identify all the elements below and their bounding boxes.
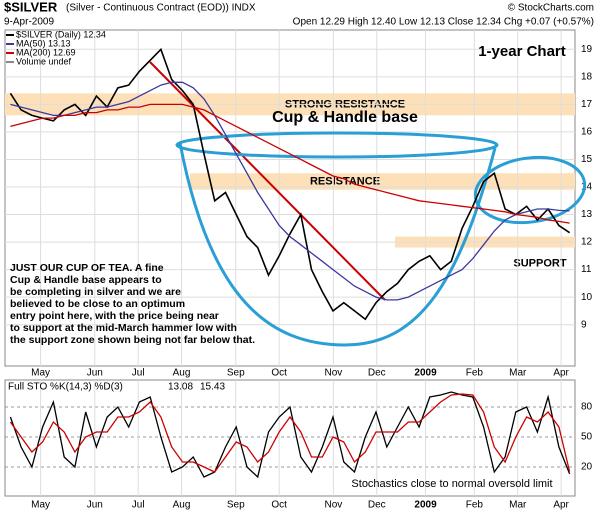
trend-line xyxy=(149,61,386,301)
y-tick-label: 17 xyxy=(581,99,593,110)
x-tick-label: Nov xyxy=(324,368,342,379)
x-tick-label: Feb xyxy=(466,368,484,379)
description: (Silver - Continuous Contract (EOD)) IND… xyxy=(66,3,256,14)
pattern-label: Cup & Handle base xyxy=(272,109,418,126)
x-tick-label: Dec xyxy=(368,500,386,511)
legend-entry: MA(200) 12.69 xyxy=(16,47,76,57)
series-line xyxy=(10,81,570,301)
series-line xyxy=(9,391,571,479)
legend-entry: MA(50) 13.13 xyxy=(16,38,71,48)
zone-label: SUPPORT xyxy=(513,257,566,269)
ohlc: Open 12.29 High 12.40 Low 12.13 Close 12… xyxy=(293,17,594,28)
x-tick-label: Oct xyxy=(271,500,287,511)
comment-line: believed to be close to an optimum xyxy=(10,298,185,310)
x-tick-label: Mar xyxy=(509,500,527,511)
x-tick-label: Jul xyxy=(132,500,145,511)
stoch-k-reading: 13.08 xyxy=(168,382,193,393)
period-label: 1-year Chart xyxy=(478,43,566,60)
y-tick-label: 16 xyxy=(581,127,593,138)
series-line xyxy=(10,103,570,224)
copyright: © StockCharts.com xyxy=(508,3,594,14)
y-tick-label: 80 xyxy=(581,402,593,413)
x-tick-label: Nov xyxy=(324,500,342,511)
comment-line: JUST OUR CUP OF TEA. A fine xyxy=(10,262,164,274)
x-tick-label: Aug xyxy=(173,368,191,379)
comment-line: the support zone shown being not far bel… xyxy=(10,334,255,346)
legend-entry: Volume undef xyxy=(16,56,72,66)
x-tick-label: Mar xyxy=(509,368,527,379)
x-tick-label: Sep xyxy=(227,368,245,379)
y-tick-label: 10 xyxy=(581,292,593,303)
x-tick-label: Jun xyxy=(87,368,103,379)
legend-entry: $SILVER (Daily) 12.34 xyxy=(16,29,106,39)
stoch-frame xyxy=(4,379,576,497)
stoch-annotation: Stochastics close to normal oversold lim… xyxy=(351,478,552,490)
stoch-d-reading: 15.43 xyxy=(200,382,225,393)
series-line xyxy=(9,47,571,321)
x-tick-label: Oct xyxy=(271,368,287,379)
x-tick-label: Aug xyxy=(173,500,191,511)
x-tick-label: May xyxy=(31,500,50,511)
y-tick-label: 12 xyxy=(581,237,593,248)
comment-line: entry point here, with the price being n… xyxy=(10,310,219,322)
comment-line: Cup & Handle base appears to xyxy=(10,274,162,286)
symbol: $SILVER xyxy=(4,0,58,14)
y-tick-label: 19 xyxy=(581,44,593,55)
comment-line: to support at the mid-March hammer low w… xyxy=(10,322,237,334)
y-tick-label: 9 xyxy=(581,319,587,330)
y-tick-label: 14 xyxy=(581,182,593,193)
y-tick-label: 13 xyxy=(581,209,593,220)
x-tick-label: Jun xyxy=(87,500,103,511)
y-tick-label: 11 xyxy=(581,264,592,275)
y-tick-label: 50 xyxy=(581,432,593,443)
x-tick-label: Jul xyxy=(132,368,145,379)
x-tick-label: Apr xyxy=(553,500,569,511)
main-frame xyxy=(4,29,576,367)
x-tick-label: Dec xyxy=(368,368,386,379)
x-tick-label: 2009 xyxy=(414,500,437,511)
x-tick-label: Feb xyxy=(466,500,484,511)
y-tick-label: 18 xyxy=(581,71,593,82)
y-tick-label: 15 xyxy=(581,154,593,165)
zone-label: RESISTANCE xyxy=(310,175,380,187)
x-tick-label: Sep xyxy=(227,500,245,511)
x-tick-label: 2009 xyxy=(414,368,437,379)
stoch-title: Full STO %K(14,3) %D(3) xyxy=(8,382,123,393)
comment-line: be completing in silver and we are xyxy=(10,286,181,298)
cup-outline xyxy=(178,142,497,347)
series-line xyxy=(9,393,571,473)
date: 9-Apr-2009 xyxy=(4,17,54,28)
x-tick-label: Apr xyxy=(553,368,569,379)
x-tick-label: May xyxy=(31,368,50,379)
y-tick-label: 20 xyxy=(581,462,593,473)
cup-rim xyxy=(175,131,499,159)
handle xyxy=(473,155,587,225)
